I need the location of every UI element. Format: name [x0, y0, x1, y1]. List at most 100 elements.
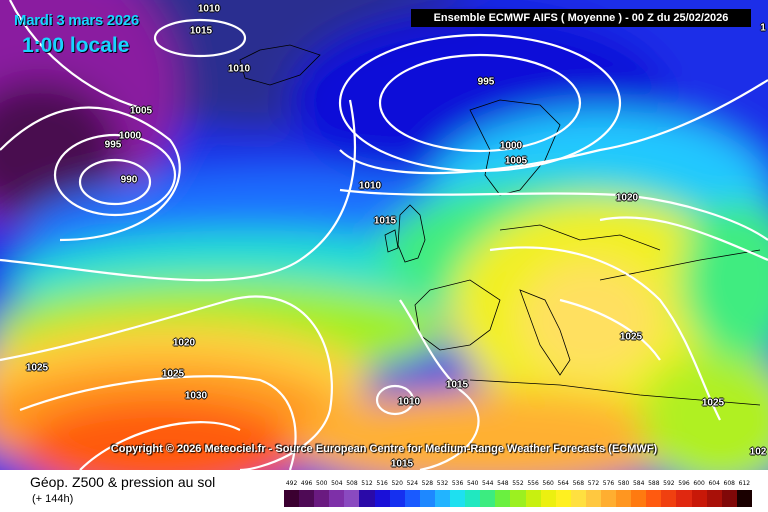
legend-label: 540	[466, 480, 479, 487]
legend-swatch	[525, 490, 541, 507]
legend-swatch	[616, 490, 632, 507]
legend-label: 596	[678, 480, 690, 487]
legend-swatch	[540, 490, 556, 507]
legend-swatch	[465, 490, 481, 507]
legend-swatch	[389, 490, 405, 507]
legend-swatch	[434, 490, 451, 507]
legend-label: 568	[572, 480, 585, 487]
legend-swatch	[676, 490, 692, 507]
isobar-label: 1025	[619, 331, 643, 343]
forecast-date: Mardi 3 mars 2026	[14, 12, 139, 29]
legend-swatch	[736, 490, 752, 507]
isobar-lines	[0, 0, 768, 470]
isobar-label: 102	[749, 446, 767, 458]
legend-label: 612	[738, 480, 751, 487]
isobar-label: 1025	[701, 397, 725, 409]
isobar-label: 1010	[358, 180, 382, 192]
isobar-label: 1025	[161, 368, 185, 380]
isobar-label: 1010	[397, 396, 421, 408]
isobar-label: 1010	[197, 3, 221, 15]
legend-label: 504	[331, 480, 343, 487]
legend-label: 572	[587, 480, 600, 487]
isobar-label: 1015	[189, 25, 213, 37]
legend-swatches	[284, 490, 752, 507]
isobar-label: 1020	[172, 337, 196, 349]
legend-label: 548	[497, 480, 509, 487]
legend-swatch	[585, 490, 601, 507]
isobar-label: 1015	[390, 458, 414, 470]
isobar-label: 1005	[504, 155, 528, 167]
legend-swatch	[646, 490, 662, 507]
legend-swatch	[314, 490, 330, 507]
legend-label: 500	[316, 480, 328, 487]
legend-swatch	[284, 490, 300, 507]
legend-label: 592	[663, 480, 675, 487]
legend-swatch	[570, 490, 586, 507]
legend-label: 520	[391, 480, 403, 487]
geopotential-shading	[0, 0, 768, 470]
legend-swatch	[600, 490, 617, 507]
legend-swatch	[691, 490, 707, 507]
legend-swatch	[329, 490, 345, 507]
isobar-label: 1015	[373, 215, 397, 227]
legend-swatch	[706, 490, 722, 507]
legend-swatch	[495, 490, 511, 507]
legend-labels: 492 496 500 504 508 512 516 520 524 528 532 536 540 5…	[284, 479, 752, 489]
legend-label: 556	[527, 480, 539, 487]
legend-label: 516	[376, 480, 388, 487]
legend-swatch	[299, 490, 315, 507]
parameter-title: Géop. Z500 & pression au sol	[30, 474, 216, 490]
isobar-label: 1000	[118, 130, 142, 142]
isobar-label: 990	[120, 174, 138, 186]
legend-label: 532	[436, 480, 449, 487]
legend-swatch	[661, 490, 677, 507]
legend-label: 564	[557, 480, 569, 487]
legend-label: 604	[708, 480, 720, 487]
isobar-label: 1020	[615, 192, 639, 204]
forecast-lead-time: (+ 144h)	[32, 493, 74, 505]
coastlines	[239, 44, 761, 406]
legend-swatch	[404, 490, 420, 507]
legend-label: 536	[451, 480, 464, 487]
isobar-label: 1025	[25, 362, 49, 374]
forecast-map: Mardi 3 mars 2026 1:00 locale Ensemble E…	[0, 0, 768, 470]
legend-swatch	[419, 490, 435, 507]
legend-label: 552	[512, 480, 524, 487]
color-scale-legend: 492 496 500 504 508 512 516 520 524 528 532 536 540 5…	[284, 479, 752, 509]
legend-swatch	[480, 490, 496, 507]
forecast-local-time: 1:00 locale	[22, 34, 130, 57]
legend-swatch	[510, 490, 526, 507]
legend-label: 600	[693, 480, 705, 487]
legend-swatch	[631, 490, 647, 507]
legend-label: 608	[723, 480, 735, 487]
legend-swatch	[721, 490, 737, 507]
legend-label: 496	[300, 480, 313, 487]
legend-label: 512	[361, 480, 373, 487]
map-graphics	[0, 0, 768, 470]
isobar-label: 1010	[227, 63, 251, 75]
legend-label: 528	[421, 480, 434, 487]
legend-swatch	[374, 490, 390, 507]
isobar-label: 995	[477, 76, 495, 88]
legend-label: 584	[632, 480, 645, 487]
chart-footer: Géop. Z500 & pression au sol (+ 144h) 49…	[0, 470, 768, 512]
copyright-notice: Copyright © 2026 Meteociel.fr - Source E…	[110, 443, 658, 455]
legend-label: 580	[617, 480, 630, 487]
isobar-label: 1015	[445, 379, 469, 391]
legend-label: 524	[406, 480, 419, 487]
isobar-label: 1	[760, 22, 766, 34]
legend-label: 588	[648, 480, 660, 487]
isobar-label: 1005	[129, 105, 153, 117]
legend-swatch	[359, 490, 375, 507]
isobar-label: 1000	[499, 140, 523, 152]
legend-label: 576	[602, 480, 615, 487]
legend-swatch	[344, 490, 360, 507]
legend-label: 560	[542, 480, 554, 487]
legend-label: 508	[346, 480, 358, 487]
legend-swatch	[450, 490, 466, 507]
legend-label: 492	[285, 480, 298, 487]
isobar-label: 995	[104, 139, 122, 151]
legend-swatch	[555, 490, 571, 507]
legend-label: 544	[482, 480, 494, 487]
